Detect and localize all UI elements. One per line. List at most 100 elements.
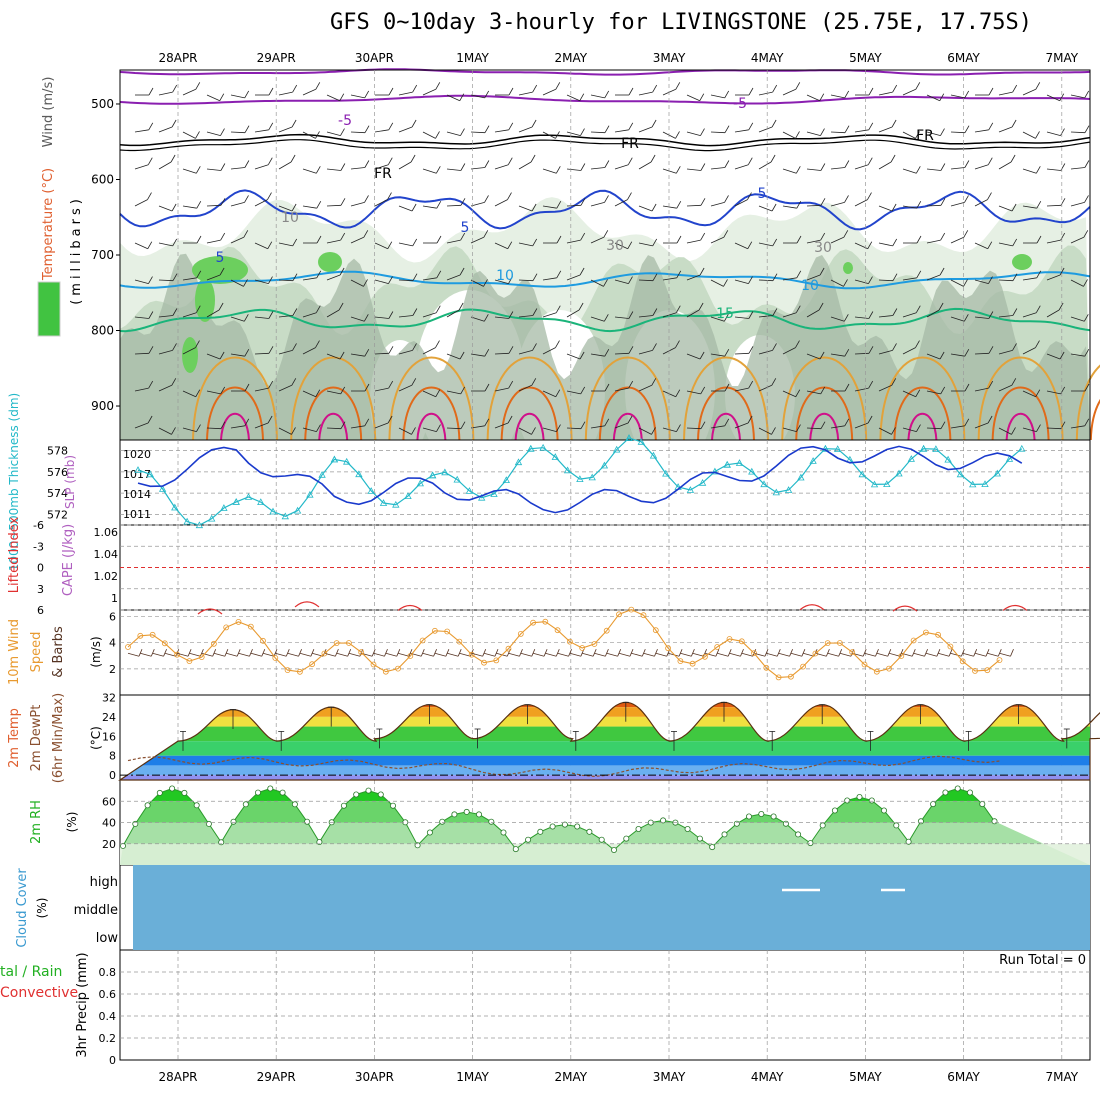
thickness-marker [293, 506, 302, 514]
rh-marker [193, 802, 200, 809]
wind-barb [206, 390, 221, 395]
date-label: 5MAY [849, 1070, 882, 1084]
wind-barb-flag [436, 201, 442, 209]
thickness-marker [993, 469, 1001, 477]
wind-barb [422, 427, 437, 432]
wind-barb [686, 131, 701, 136]
wind-barb-flag [531, 119, 537, 128]
wind-barb [446, 274, 461, 281]
wind-barb [686, 168, 701, 171]
wind-barb [638, 279, 654, 282]
wind-barb [158, 279, 174, 282]
wind-barb [638, 91, 653, 96]
wind-barb-flag [652, 308, 658, 316]
wind-barb [686, 390, 701, 395]
wind-barb-flag [820, 386, 826, 395]
temp-contour-20 [486, 356, 573, 441]
wind-barb [741, 652, 753, 657]
thickness-tick: 572 [47, 508, 68, 521]
wind-barb-flag [195, 166, 201, 174]
rh-marker [991, 818, 998, 825]
wind-speed-line [127, 609, 1000, 678]
wind-barb-flag [482, 649, 487, 657]
wind-barb-flag [1035, 389, 1041, 397]
wind-barb-flag [268, 87, 274, 96]
wind-barb [287, 652, 299, 657]
wind-barb [614, 129, 629, 133]
wind-barb [1022, 88, 1036, 96]
rh-marker [132, 820, 139, 827]
wind-barb-flag [532, 343, 537, 351]
wind-barb [638, 384, 652, 392]
wind-barb-flag [627, 192, 632, 200]
wind-barb-flag [963, 314, 969, 322]
wind-barb-flag [867, 241, 873, 249]
wind-barb [134, 352, 150, 355]
wind-barb [374, 279, 389, 284]
slp-tick: 1017 [123, 468, 151, 481]
wind-barb [878, 315, 893, 318]
wind-barb-flag [772, 273, 778, 281]
wind-barb [254, 352, 270, 355]
wind-barb-flag [508, 276, 513, 284]
wind-barb [878, 242, 893, 247]
wind-barb-flag [961, 649, 965, 657]
wind-barb-flag [411, 378, 417, 386]
wind-barb-flag [147, 157, 153, 165]
wind-barb [854, 199, 868, 207]
wind-barb [398, 279, 414, 282]
cloud-level-label: low [96, 931, 119, 946]
wind-barb [422, 88, 436, 96]
wind-barb-flag [292, 238, 298, 247]
wind-barb [758, 161, 772, 170]
wind-barb [590, 279, 604, 287]
wind-barb-flag [387, 415, 393, 424]
wind-barb [1070, 353, 1085, 357]
lifted-index-panel: -6 -3 0 3 6 1.06 1.04 1.02 1 Lifted Index CAPE (J/… [7, 516, 1090, 617]
rh-marker [279, 789, 286, 796]
wind-barb-flag [875, 649, 879, 657]
temp-contour-30 [416, 412, 447, 441]
wind-barb [710, 279, 724, 287]
rh-marker [512, 846, 519, 853]
wind-barb-flag [411, 119, 417, 128]
wind-barb-flag [747, 192, 752, 200]
rh-marker [316, 839, 323, 846]
wind-barb-flag [196, 235, 202, 244]
wind-barb-flag [747, 415, 753, 424]
contour-label: 10 [496, 268, 514, 284]
rh-marker [598, 836, 605, 843]
rh-marker [488, 818, 495, 825]
wind-barb [566, 131, 581, 136]
wind-barb-flag [244, 418, 250, 426]
wind-barb [926, 274, 941, 281]
wind-barb [182, 390, 196, 398]
wind-barb [350, 167, 365, 170]
wind-barb [158, 242, 173, 247]
wind-barb-flag [1084, 125, 1090, 133]
wind-barb-flag [261, 649, 266, 657]
wind-barb [134, 387, 149, 392]
wind-marker [873, 668, 880, 675]
wind-barb-flag [651, 427, 656, 435]
wind-barb-flag [1035, 131, 1040, 139]
wind-barb [374, 199, 388, 207]
thickness-marker [1018, 444, 1026, 452]
wind-barb [230, 202, 245, 207]
wind-barb [590, 131, 606, 134]
wind-barb-flag [988, 311, 994, 319]
wind-barb [326, 390, 341, 395]
wind-barb-flag [987, 192, 992, 200]
wind-barb-flag [1059, 93, 1065, 101]
wind-barb [398, 126, 413, 133]
wind-barb-flag [915, 166, 921, 174]
wind-barb [1046, 168, 1061, 171]
temp-contour-30 [514, 412, 545, 441]
wind-barb-flag [273, 649, 278, 657]
wind-marker [309, 661, 316, 668]
wind-barb [398, 315, 413, 318]
wind-barb-flag [1083, 230, 1089, 238]
wind-barb-flag [1011, 378, 1017, 386]
wind-barb [686, 274, 701, 281]
